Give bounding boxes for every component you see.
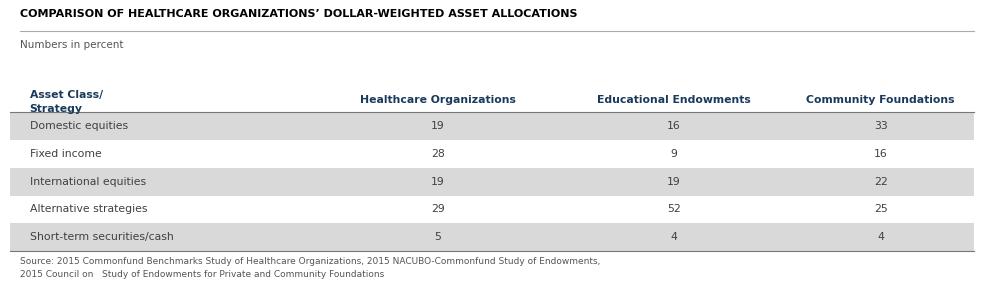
Text: 16: 16	[874, 148, 888, 159]
Text: 28: 28	[431, 148, 445, 159]
Text: 9: 9	[671, 148, 677, 159]
Text: Domestic equities: Domestic equities	[30, 121, 128, 131]
Text: Healthcare Organizations: Healthcare Organizations	[360, 95, 516, 105]
Text: 19: 19	[431, 176, 445, 187]
Text: Numbers in percent: Numbers in percent	[20, 40, 123, 50]
Text: COMPARISON OF HEALTHCARE ORGANIZATIONS’ DOLLAR-WEIGHTED ASSET ALLOCATIONS: COMPARISON OF HEALTHCARE ORGANIZATIONS’ …	[20, 9, 578, 19]
Text: Fixed income: Fixed income	[30, 148, 101, 159]
Text: Community Foundations: Community Foundations	[807, 95, 954, 105]
Text: Alternative strategies: Alternative strategies	[30, 204, 147, 215]
Text: 19: 19	[667, 176, 681, 187]
Text: 19: 19	[431, 121, 445, 131]
Text: 22: 22	[874, 176, 888, 187]
Text: Source: 2015 Commonfund Benchmarks Study of Healthcare Organizations, 2015 NACUB: Source: 2015 Commonfund Benchmarks Study…	[20, 257, 600, 279]
Text: International equities: International equities	[30, 176, 146, 187]
Text: 33: 33	[874, 121, 888, 131]
Text: 4: 4	[671, 232, 677, 243]
Text: 52: 52	[667, 204, 681, 215]
Text: 29: 29	[431, 204, 445, 215]
Text: Short-term securities/cash: Short-term securities/cash	[30, 232, 173, 243]
Text: 4: 4	[878, 232, 884, 243]
Text: 16: 16	[667, 121, 681, 131]
Text: 5: 5	[435, 232, 441, 243]
Text: Asset Class/
Strategy: Asset Class/ Strategy	[30, 90, 102, 114]
Text: Educational Endowments: Educational Endowments	[597, 95, 751, 105]
Text: 25: 25	[874, 204, 888, 215]
